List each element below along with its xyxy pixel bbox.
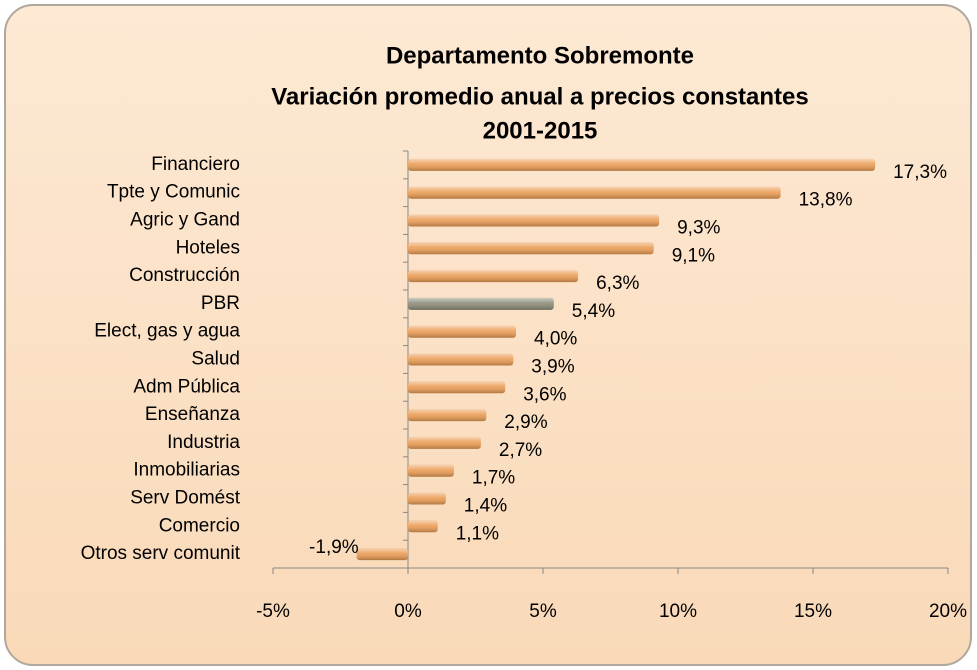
value-label: 6,3% xyxy=(596,273,639,294)
category-label: Salud xyxy=(191,349,240,370)
bar-shine xyxy=(408,158,876,171)
bar-shine xyxy=(356,548,408,561)
category-label: Serv Domést xyxy=(130,488,241,509)
bar-shine xyxy=(408,242,654,255)
category-label: Inmobiliarias xyxy=(133,460,240,481)
value-label: 2,9% xyxy=(504,412,547,433)
bar-shine xyxy=(408,353,514,366)
value-label: 1,1% xyxy=(456,523,499,544)
value-label: 2,7% xyxy=(499,440,542,461)
bar-shine xyxy=(408,520,438,533)
value-label: 3,9% xyxy=(531,357,574,378)
category-label: Construcción xyxy=(129,265,240,286)
x-tick-label: 0% xyxy=(394,601,422,622)
x-tick-label: -5% xyxy=(256,601,290,622)
bar-shine xyxy=(408,381,506,394)
bar-shine xyxy=(408,214,660,227)
value-label: 17,3% xyxy=(893,162,947,183)
value-label: 1,4% xyxy=(464,496,507,517)
x-tick-label: 5% xyxy=(529,601,557,622)
category-label: PBR xyxy=(201,293,240,314)
category-label: Tpte y Comunic xyxy=(107,182,240,203)
category-label: Enseñanza xyxy=(145,404,241,425)
category-label: Comercio xyxy=(159,515,240,536)
category-label: Elect, gas y agua xyxy=(94,321,240,342)
value-label: 4,0% xyxy=(534,329,577,350)
bar-shine xyxy=(408,492,446,505)
value-label: 13,8% xyxy=(799,190,853,211)
bar-shine xyxy=(408,464,454,477)
bar-shine xyxy=(408,325,516,338)
bar-shine xyxy=(408,186,781,199)
bar-shine xyxy=(408,297,554,310)
value-label: 3,6% xyxy=(523,384,566,405)
bar-shine xyxy=(408,409,487,422)
chart-title: 2001-2015 xyxy=(483,117,598,144)
value-label: -1,9% xyxy=(309,537,359,558)
chart-title: Variación promedio anual a precios const… xyxy=(271,83,809,110)
chart-title: Departamento Sobremonte xyxy=(386,42,694,69)
category-label: Agric y Gand xyxy=(130,210,240,231)
bar-shine xyxy=(408,436,481,449)
value-label: 9,3% xyxy=(677,218,720,239)
category-label: Financiero xyxy=(151,154,240,175)
value-label: 5,4% xyxy=(572,301,615,322)
category-label: Hoteles xyxy=(176,237,240,258)
bar-shine xyxy=(408,270,579,283)
x-tick-label: 10% xyxy=(659,601,697,622)
value-label: 9,1% xyxy=(672,245,715,266)
category-label: Industria xyxy=(167,432,240,453)
value-label: 1,7% xyxy=(472,468,515,489)
x-tick-label: 20% xyxy=(929,601,967,622)
category-label: Adm Pública xyxy=(133,376,240,397)
category-label: Otros serv comunit xyxy=(81,543,241,564)
x-tick-label: 15% xyxy=(794,601,832,622)
